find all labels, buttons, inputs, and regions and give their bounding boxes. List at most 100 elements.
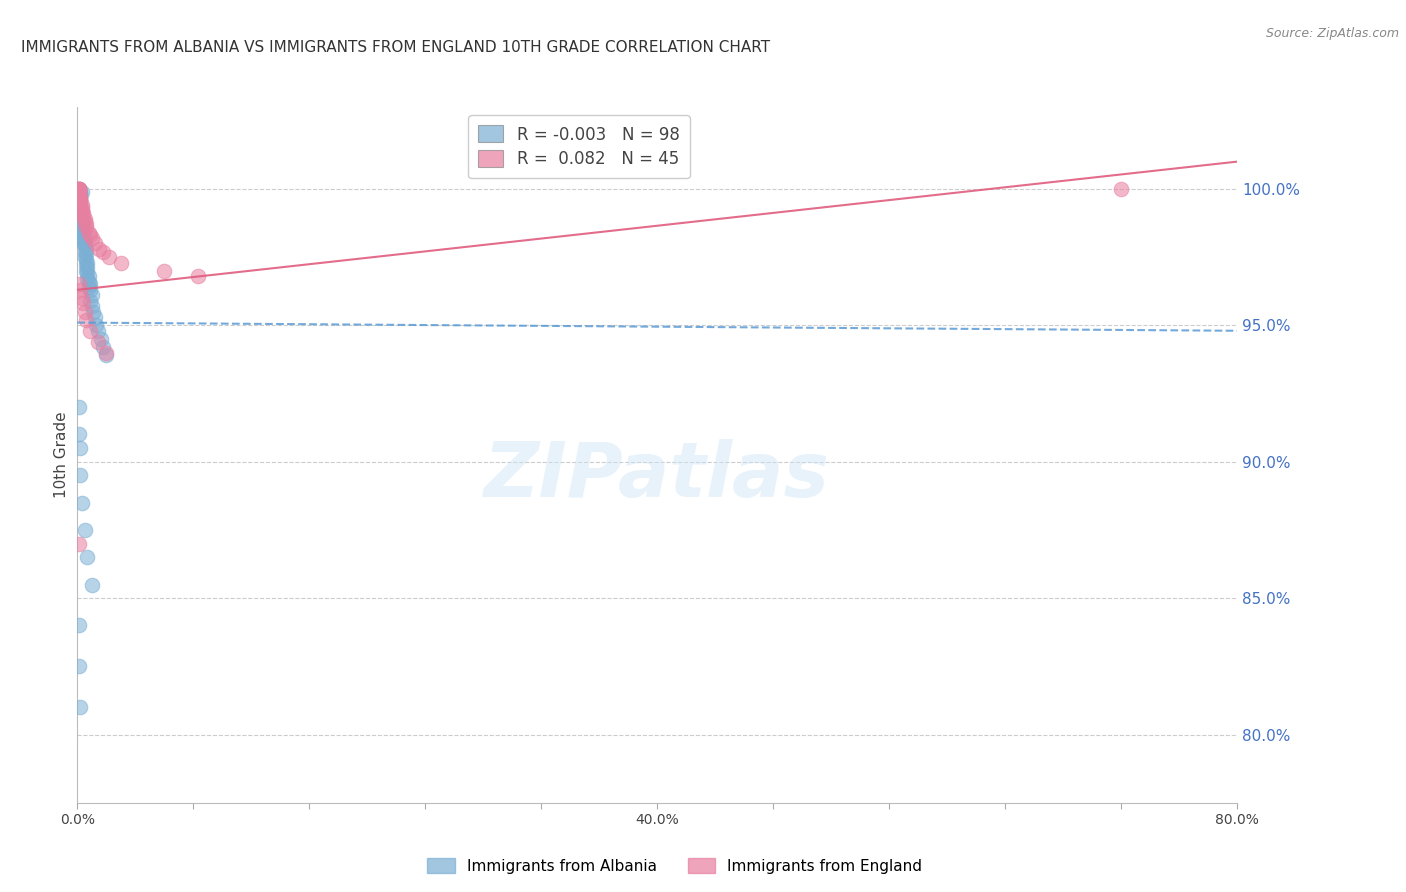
Point — [69, 185, 91, 199]
Point — [79, 228, 101, 243]
Point — [153, 264, 176, 278]
Point — [73, 234, 96, 248]
Point — [76, 255, 98, 269]
Point — [70, 496, 93, 510]
Point — [73, 214, 96, 228]
Point — [75, 242, 97, 256]
Point — [83, 236, 105, 251]
Point — [67, 190, 90, 204]
Point — [69, 700, 91, 714]
Point — [69, 441, 91, 455]
Point — [67, 201, 90, 215]
Point — [67, 182, 90, 196]
Point — [69, 218, 91, 232]
Point — [67, 193, 90, 207]
Point — [69, 283, 91, 297]
Point — [69, 190, 91, 204]
Point — [67, 190, 90, 204]
Point — [77, 269, 100, 284]
Point — [67, 198, 90, 212]
Point — [77, 226, 100, 240]
Point — [80, 288, 103, 302]
Point — [67, 190, 90, 204]
Point — [67, 195, 90, 210]
Point — [67, 195, 90, 210]
Point — [72, 231, 94, 245]
Point — [87, 242, 110, 256]
Point — [79, 277, 101, 292]
Point — [73, 304, 96, 318]
Point — [67, 187, 90, 202]
Point — [67, 198, 90, 212]
Point — [80, 577, 103, 591]
Point — [187, 269, 209, 284]
Point — [69, 193, 91, 207]
Point — [73, 250, 96, 264]
Point — [67, 182, 90, 196]
Point — [96, 348, 118, 362]
Point — [67, 182, 90, 196]
Point — [77, 275, 100, 289]
Point — [67, 190, 90, 204]
Point — [75, 247, 97, 261]
Point — [73, 211, 96, 226]
Point — [67, 400, 90, 414]
Point — [67, 201, 90, 215]
Point — [75, 218, 97, 232]
Point — [86, 334, 108, 349]
Point — [72, 236, 94, 251]
Point — [67, 185, 90, 199]
Point — [80, 299, 103, 313]
Point — [67, 427, 90, 442]
Point — [69, 214, 91, 228]
Point — [75, 220, 97, 235]
Point — [67, 193, 90, 207]
Point — [70, 220, 93, 235]
Point — [73, 523, 96, 537]
Point — [79, 293, 101, 308]
Point — [70, 185, 93, 199]
Point — [67, 209, 90, 223]
Point — [67, 182, 90, 196]
Point — [76, 260, 98, 275]
Point — [75, 258, 97, 272]
Y-axis label: 10th Grade: 10th Grade — [53, 411, 69, 499]
Point — [77, 280, 100, 294]
Point — [69, 198, 91, 212]
Point — [67, 209, 90, 223]
Point — [79, 283, 101, 297]
Text: Source: ZipAtlas.com: Source: ZipAtlas.com — [1265, 27, 1399, 40]
Point — [69, 195, 91, 210]
Point — [67, 203, 90, 218]
Text: IMMIGRANTS FROM ALBANIA VS IMMIGRANTS FROM ENGLAND 10TH GRADE CORRELATION CHART: IMMIGRANTS FROM ALBANIA VS IMMIGRANTS FR… — [21, 40, 770, 55]
Point — [76, 550, 98, 565]
Point — [67, 185, 90, 199]
Point — [67, 618, 90, 632]
Text: ZIPatlas: ZIPatlas — [484, 439, 831, 513]
Point — [76, 272, 98, 286]
Point — [96, 345, 118, 359]
Point — [72, 209, 94, 223]
Legend: Immigrants from Albania, Immigrants from England: Immigrants from Albania, Immigrants from… — [422, 852, 928, 880]
Point — [69, 193, 91, 207]
Point — [69, 187, 91, 202]
Point — [67, 536, 90, 550]
Point — [70, 218, 93, 232]
Point — [72, 228, 94, 243]
Point — [110, 255, 132, 269]
Point — [70, 203, 93, 218]
Point — [67, 211, 90, 226]
Point — [75, 264, 97, 278]
Point — [67, 203, 90, 218]
Point — [67, 201, 90, 215]
Point — [72, 296, 94, 310]
Point — [67, 206, 90, 220]
Point — [67, 182, 90, 196]
Point — [69, 220, 91, 235]
Point — [82, 304, 104, 318]
Point — [70, 223, 93, 237]
Point — [67, 209, 90, 223]
Point — [67, 195, 90, 210]
Point — [69, 190, 91, 204]
Point — [69, 223, 91, 237]
